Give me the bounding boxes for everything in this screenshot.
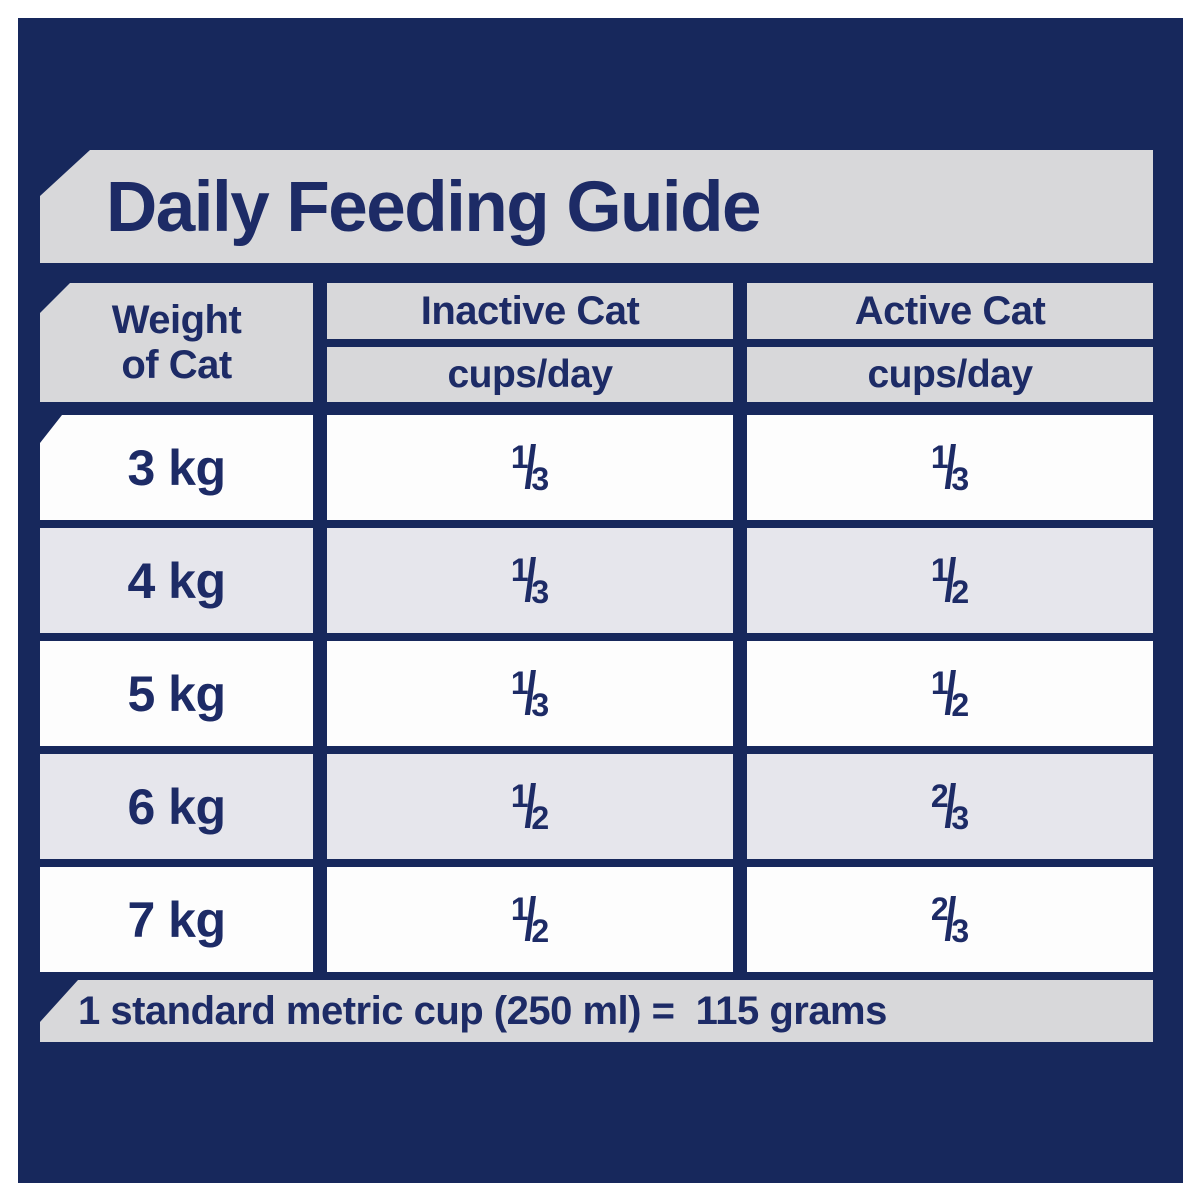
title-band: Daily Feeding Guide xyxy=(40,150,1153,263)
inactive-value-cell: 1/2 xyxy=(327,867,733,972)
fraction-value: 1/2 xyxy=(930,659,970,727)
fraction-value: 2/3 xyxy=(930,772,970,840)
fraction-slash: / xyxy=(943,772,956,840)
table-row: 3 kg 1/3 1/3 xyxy=(40,415,1153,520)
column-header-inactive-cat: Inactive Cat xyxy=(327,283,733,339)
fraction-value: 1/2 xyxy=(510,885,550,953)
feeding-guide-panel: Daily Feeding Guide Weight of Cat Inacti… xyxy=(18,18,1183,1183)
unit-header-inactive: cups/day xyxy=(327,347,733,402)
inactive-cat-header-column: Inactive Cat cups/day xyxy=(327,283,733,402)
inactive-value-cell: 1/3 xyxy=(327,641,733,746)
fraction-value: 1/3 xyxy=(510,433,550,501)
fraction-slash: / xyxy=(943,659,956,727)
inactive-value-cell: 1/2 xyxy=(327,754,733,859)
fraction-value: 1/3 xyxy=(510,546,550,614)
fraction-slash: / xyxy=(523,772,536,840)
page-title: Daily Feeding Guide xyxy=(106,168,762,247)
table-row: 6 kg 1/2 2/3 xyxy=(40,754,1153,859)
weight-cell: 4 kg xyxy=(40,528,313,633)
active-value-cell: 1/3 xyxy=(747,415,1153,520)
fraction-value: 1/2 xyxy=(510,772,550,840)
inactive-value-cell: 1/3 xyxy=(327,528,733,633)
panel-content: Daily Feeding Guide Weight of Cat Inacti… xyxy=(40,150,1153,1042)
weight-cell: 6 kg xyxy=(40,754,313,859)
fraction-value: 2/3 xyxy=(930,885,970,953)
footnote-text: 1 standard metric cup (250 ml) = 115 gra… xyxy=(78,988,887,1033)
table-row: 5 kg 1/3 1/2 xyxy=(40,641,1153,746)
active-value-cell: 2/3 xyxy=(747,867,1153,972)
fraction-slash: / xyxy=(523,546,536,614)
fraction-slash: / xyxy=(943,885,956,953)
fraction-value: 1/3 xyxy=(930,433,970,501)
column-header-active-cat: Active Cat xyxy=(747,283,1153,339)
table-header-row: Weight of Cat Inactive Cat cups/day Acti… xyxy=(40,283,1153,402)
fraction-slash: / xyxy=(523,659,536,727)
fraction-slash: / xyxy=(523,433,536,501)
fraction-slash: / xyxy=(943,546,956,614)
fraction-value: 1/3 xyxy=(510,659,550,727)
active-value-cell: 1/2 xyxy=(747,641,1153,746)
footnote-bar: 1 standard metric cup (250 ml) = 115 gra… xyxy=(40,980,1153,1042)
inactive-value-cell: 1/3 xyxy=(327,415,733,520)
weight-cell: 7 kg xyxy=(40,867,313,972)
weight-header-line1: Weight xyxy=(111,297,242,342)
active-value-cell: 2/3 xyxy=(747,754,1153,859)
fraction-value: 1/2 xyxy=(930,546,970,614)
table-row: 4 kg 1/3 1/2 xyxy=(40,528,1153,633)
unit-header-active: cups/day xyxy=(747,347,1153,402)
active-cat-header-column: Active Cat cups/day xyxy=(747,283,1153,402)
weight-cell: 5 kg xyxy=(40,641,313,746)
fraction-slash: / xyxy=(943,433,956,501)
active-value-cell: 1/2 xyxy=(747,528,1153,633)
weight-cell: 3 kg xyxy=(40,415,313,520)
fraction-slash: / xyxy=(523,885,536,953)
weight-header-cell: Weight of Cat xyxy=(40,283,313,402)
weight-header-line2: of Cat xyxy=(121,342,232,387)
table-row: 7 kg 1/2 2/3 xyxy=(40,867,1153,972)
